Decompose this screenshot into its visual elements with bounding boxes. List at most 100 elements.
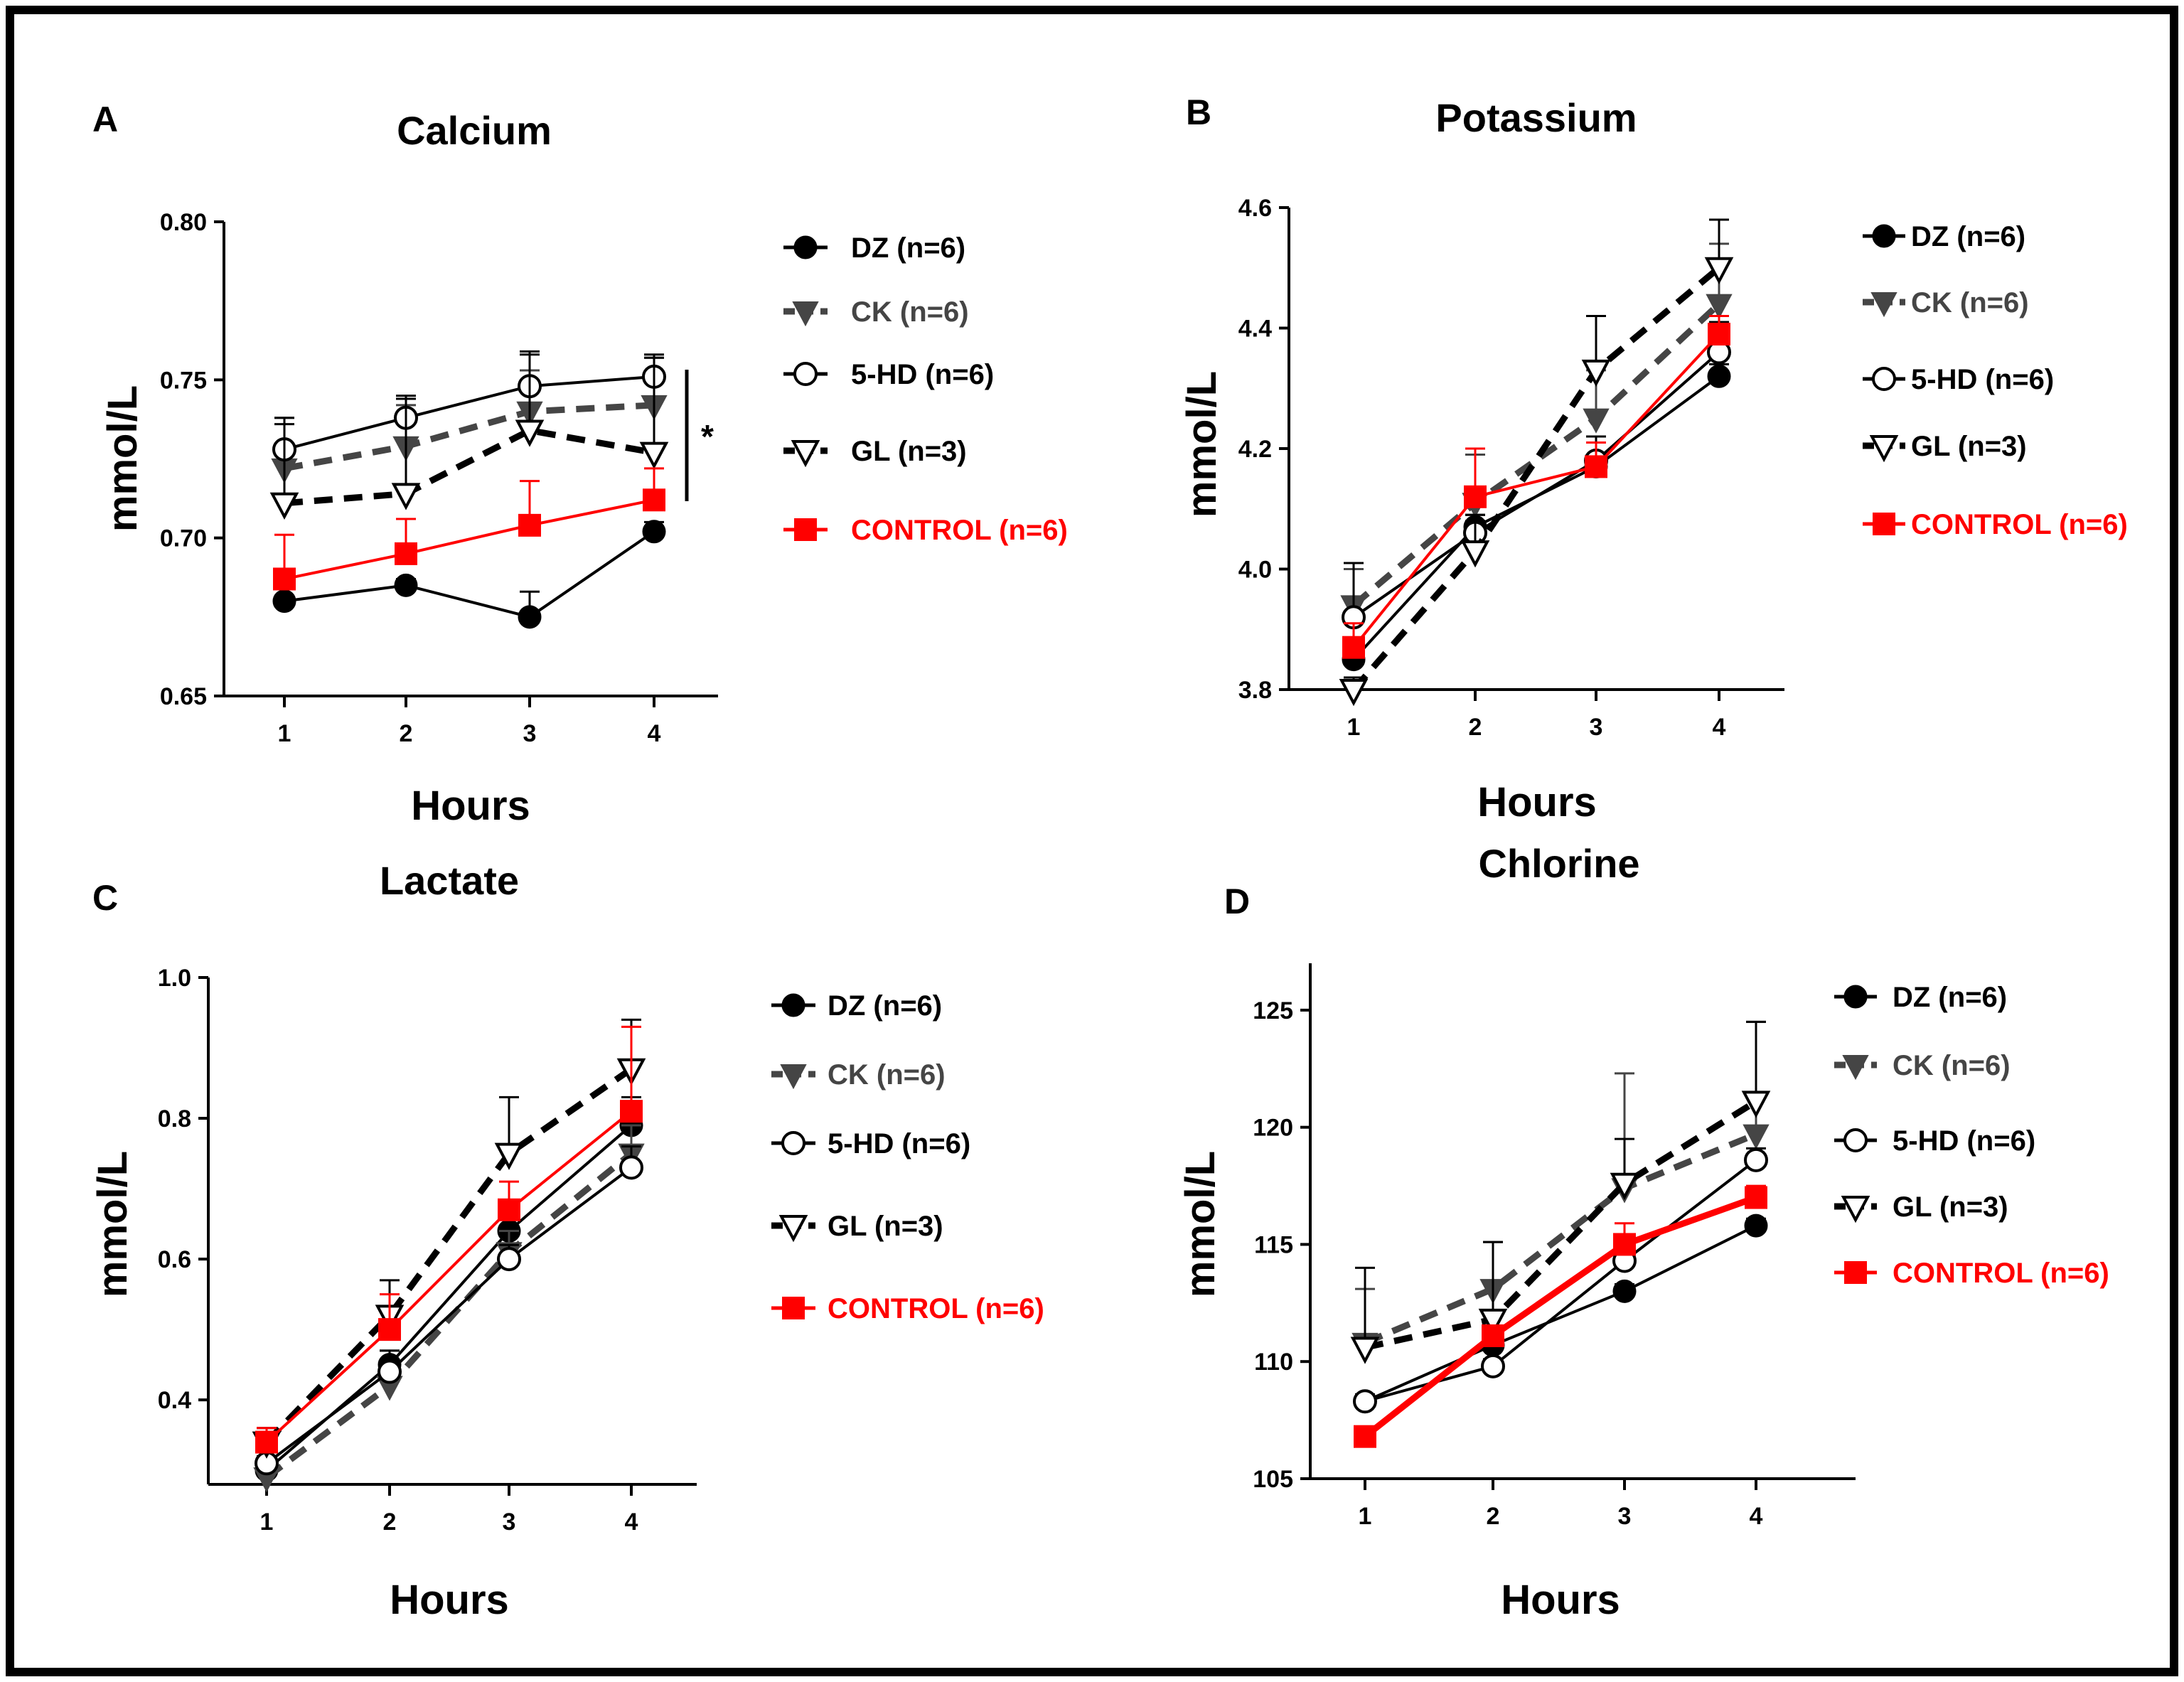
data-point: [1353, 1389, 1377, 1414]
legend-marker: [792, 301, 819, 327]
series-line: [265, 1110, 633, 1444]
data-point: [1613, 1233, 1636, 1256]
data-point: [1612, 1279, 1637, 1303]
data-point: [1339, 679, 1369, 707]
series-dz: [272, 520, 666, 629]
panel-letter: B: [1186, 92, 1211, 132]
y-tick-label: 105: [1253, 1466, 1293, 1493]
series-line: [1363, 1194, 1757, 1440]
chart-panel-c: C Lactate 0.4 0.6 0.8 1.0 1 2 3 4 Hours mmol/L DZ (n…: [90, 858, 1044, 1623]
x-tick-label: 3: [503, 1509, 516, 1536]
x-axis-label: Hours: [411, 783, 530, 829]
legend-marker: [1870, 292, 1897, 318]
legend-marker: [1843, 985, 1868, 1009]
data-point: [378, 1318, 401, 1341]
data-point: [620, 1100, 643, 1123]
data-point: [642, 520, 666, 544]
data-point: [1581, 359, 1611, 387]
series-line: [284, 498, 655, 581]
data-point: [1708, 322, 1730, 345]
x-tick-label: 4: [625, 1509, 638, 1536]
data-point: [269, 492, 299, 520]
y-tick-label: 120: [1253, 1115, 1293, 1142]
data-point: [497, 1247, 521, 1272]
legend-label: GL (n=3): [851, 436, 967, 467]
y-tick-label: 3.8: [1238, 677, 1272, 704]
chart-panel-a: A Calcium 0.65 0.70 0.75 0.80 1 2 3 4 Hours mmol/L *…: [92, 100, 1068, 829]
data-point: [1464, 485, 1487, 508]
series-line: [1364, 1131, 1757, 1346]
y-axis-label: mmol/L: [1179, 371, 1225, 518]
legend-marker: [1872, 224, 1896, 248]
data-point: [1481, 1354, 1505, 1378]
chart-title: Calcium: [397, 108, 552, 153]
data-point: [1707, 364, 1731, 388]
legend-marker: [793, 235, 818, 259]
legend-marker: [791, 440, 820, 468]
x-tick-label: 2: [1469, 714, 1482, 741]
legend: DZ (n=6) CK (n=6) 5-HD (n=6) GL (n=3) CONTRO…: [1834, 982, 2109, 1289]
y-tick-label: 0.4: [158, 1387, 191, 1414]
data-point: [1482, 1324, 1504, 1347]
figure-frame: [6, 6, 2178, 1676]
data-point: [494, 1142, 524, 1170]
data-point: [515, 419, 545, 447]
y-axis-label: mmol/L: [90, 1151, 136, 1297]
panel-letter: C: [92, 878, 118, 918]
x-tick-label: 2: [383, 1509, 397, 1536]
data-point: [498, 1198, 520, 1221]
x-axis-label: Hours: [1501, 1577, 1620, 1623]
x-axis-label: Hours: [390, 1577, 509, 1623]
data-point: [1744, 1147, 1768, 1172]
legend-label: GL (n=3): [1893, 1191, 2008, 1223]
legend-label: CONTROL (n=6): [1911, 509, 2128, 540]
y-tick-label: 4.6: [1238, 195, 1272, 222]
panel-letter: A: [92, 100, 118, 139]
legend-marker: [781, 993, 805, 1017]
legend: DZ (n=6) CK (n=6) 5-HD (n=6) GL (n=3) CONTRO…: [771, 990, 1044, 1324]
series-control: [1354, 1184, 1767, 1448]
data-point: [391, 483, 421, 510]
x-tick-label: 3: [1590, 714, 1603, 741]
x-tick-label: 1: [278, 720, 291, 747]
series-line: [284, 427, 655, 507]
data-point: [1745, 1186, 1767, 1209]
data-point: [518, 513, 541, 537]
x-tick-label: 1: [1359, 1503, 1372, 1530]
series-line: [1352, 350, 1720, 618]
series-line: [1352, 333, 1720, 648]
data-point: [1706, 294, 1733, 319]
y-tick-label: 110: [1254, 1349, 1293, 1376]
legend-label: CONTROL (n=6): [828, 1293, 1044, 1324]
chart-title: Potassium: [1435, 95, 1637, 140]
y-axis-label: mmol/L: [100, 385, 146, 532]
y-tick-label: 125: [1253, 997, 1293, 1024]
series-line: [264, 1151, 633, 1480]
legend-label: GL (n=3): [828, 1211, 943, 1242]
panel-letter: D: [1224, 882, 1250, 921]
data-point: [272, 589, 296, 614]
series-gl: [1339, 218, 1734, 707]
y-tick-label: 0.80: [160, 209, 207, 236]
legend-label: DZ (n=6): [1911, 221, 2025, 252]
series-gl: [269, 353, 669, 520]
legend: DZ (n=6) CK (n=6) 5-HD (n=6) GL (n=3) CONTRO…: [783, 232, 1068, 546]
chart-panel-d: D Chlorine 105 110 115 120 125 1 2 3 4 Hours mmol/L D…: [1177, 841, 2109, 1623]
y-tick-label: 115: [1254, 1231, 1293, 1258]
data-point: [619, 1155, 643, 1180]
data-point: [639, 441, 669, 469]
data-point: [1460, 540, 1490, 568]
data-point: [394, 573, 418, 597]
legend-label: 5-HD (n=6): [851, 359, 994, 390]
legend-marker: [1844, 1261, 1867, 1284]
legend-label: DZ (n=6): [851, 232, 965, 264]
data-point: [518, 605, 542, 629]
legend-label: 5-HD (n=6): [828, 1128, 970, 1159]
legend-label: DZ (n=6): [1893, 982, 2007, 1013]
legend-label: CONTROL (n=6): [1893, 1258, 2109, 1289]
series-line: [1351, 301, 1722, 608]
series-line: [1351, 265, 1721, 692]
series-line: [265, 1166, 633, 1464]
data-point: [1583, 408, 1610, 434]
